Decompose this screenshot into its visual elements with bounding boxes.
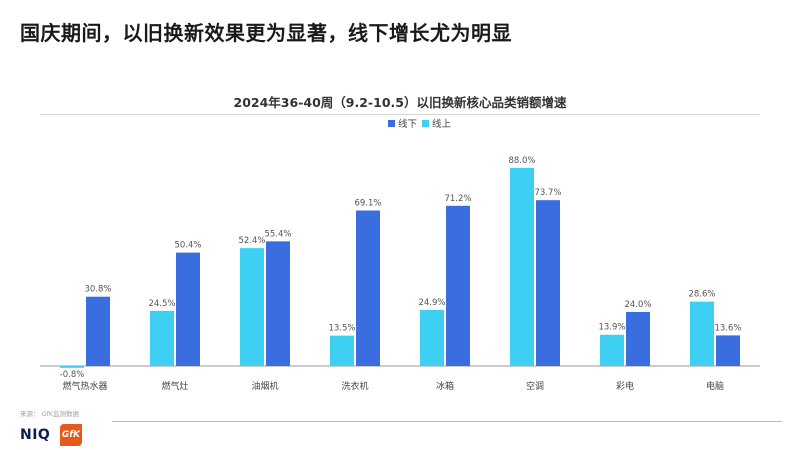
title-divider [40, 114, 760, 115]
legend-swatch-1 [422, 120, 429, 127]
source-note: 来源： GfK监测数据 [20, 410, 80, 418]
bar-online-6 [600, 334, 624, 366]
data-label-offline-5: 73.7% [534, 188, 561, 198]
data-label-online-6: 13.9% [598, 323, 625, 333]
bar-offline-5 [536, 200, 560, 366]
legend-swatch-0 [388, 120, 395, 127]
data-label-online-3: 13.5% [328, 324, 355, 334]
bar-offline-1 [176, 252, 200, 366]
category-label-7: 电脑 [706, 380, 724, 392]
legend-label-0: 线下 [398, 118, 417, 130]
category-label-6: 彩电 [616, 380, 634, 392]
data-label-online-7: 28.6% [688, 290, 715, 300]
bar-offline-2 [266, 241, 290, 366]
data-label-offline-4: 71.2% [444, 194, 471, 204]
data-label-offline-7: 13.6% [714, 323, 741, 333]
data-label-online-0: -0.8% [60, 370, 85, 380]
data-label-online-5: 88.0% [508, 156, 535, 166]
bar-offline-7 [716, 335, 740, 366]
category-label-1: 燃气灶 [161, 380, 188, 392]
data-label-online-2: 52.4% [238, 236, 265, 246]
data-label-online-4: 24.9% [418, 298, 445, 308]
category-label-5: 空调 [526, 380, 544, 392]
gfk-logo: GfK [60, 424, 82, 446]
category-label-3: 洗衣机 [341, 380, 368, 392]
category-label-0: 燃气热水器 [62, 380, 107, 392]
data-label-offline-0: 30.8% [84, 285, 111, 295]
footer-divider [112, 421, 782, 422]
bar-online-4 [420, 309, 444, 366]
niq-logo: NIQ [20, 427, 51, 443]
bar-online-2 [240, 248, 264, 366]
bar-offline-3 [356, 210, 380, 366]
data-label-offline-6: 24.0% [624, 300, 651, 310]
data-label-online-1: 24.5% [148, 299, 175, 309]
bar-online-1 [150, 310, 174, 366]
category-label-2: 油烟机 [251, 380, 278, 392]
bar-offline-6 [626, 312, 650, 366]
bar-offline-0 [86, 296, 110, 366]
bar-online-7 [690, 301, 714, 366]
bar-online-0 [60, 366, 84, 368]
data-label-offline-2: 55.4% [264, 229, 291, 239]
bar-offline-4 [446, 205, 470, 366]
legend-label-1: 线上 [432, 118, 452, 130]
bar-online-5 [510, 168, 534, 366]
category-label-4: 冰箱 [436, 380, 454, 392]
chart-title: 2024年36-40周（9.2-10.5）以旧换新核心品类销额增速 [233, 95, 567, 110]
bar-online-3 [330, 335, 354, 366]
data-label-offline-3: 69.1% [354, 199, 381, 209]
page-headline: 国庆期间，以旧换新效果更为显著，线下增长尤为明显 [20, 21, 512, 45]
data-label-offline-1: 50.4% [174, 241, 201, 251]
